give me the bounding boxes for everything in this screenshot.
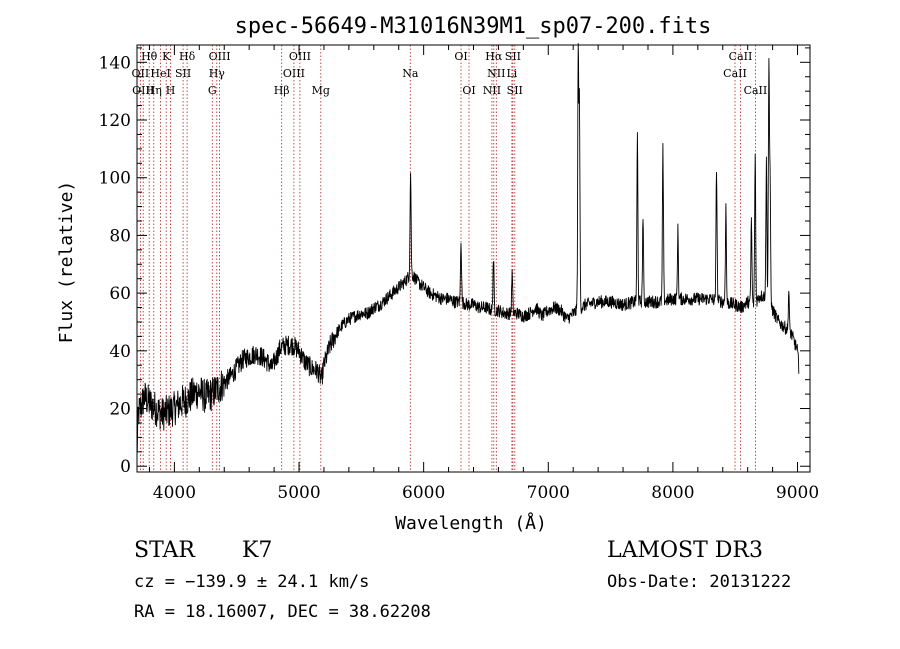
x-tick-label: 9000	[776, 483, 819, 503]
y-tick-label: 0	[120, 457, 131, 477]
spectral-line-label-6: Hα	[485, 50, 503, 63]
object-class: STAR	[134, 538, 195, 563]
spectral-line-label-22: Hβ	[274, 84, 290, 97]
y-tick-label: 80	[109, 226, 131, 246]
spectral-line-label-21: G	[208, 84, 217, 97]
y-tick-label: 140	[99, 53, 131, 73]
plot-axes: 4000 5000 6000 7000 8000 9000 0 20 40 60 80 100 120 1…	[99, 44, 819, 503]
sky-coordinates: RA = 18.16007, DEC = 38.62208	[134, 602, 431, 622]
spectral-line-label-12: Hγ	[209, 67, 226, 80]
spectral-line-label-8: CaII	[729, 50, 753, 63]
y-tick-label: 120	[99, 111, 131, 131]
x-tick-label: 6000	[402, 483, 445, 503]
spectral-line-label-26: SII	[507, 84, 523, 97]
spectral-line-label-23: Mg	[312, 84, 330, 97]
y-tick-label: 100	[99, 169, 131, 189]
y-tick-label: 60	[109, 284, 131, 304]
spectral-line-label-3: OIII	[209, 50, 231, 63]
spectrum-trace	[136, 43, 800, 452]
spectral-line-label-13: OIII	[283, 67, 305, 80]
x-tick-label: 5000	[277, 483, 320, 503]
spectral-line-label-2: Hδ	[179, 50, 196, 63]
spectral-line-label-14: Na	[402, 67, 419, 80]
spectrum-line	[136, 43, 800, 452]
y-tick-label: 20	[109, 400, 131, 420]
plot-frame	[136, 44, 811, 473]
spectral-line-label-24: OI	[462, 84, 475, 97]
spectral-line-label-20: H	[166, 84, 176, 97]
spectral-line-label-0: Hθ	[141, 50, 158, 63]
spectral-line-label-18: OIII	[132, 84, 154, 97]
spectral-line-label-16: Li	[506, 67, 517, 80]
spectral-line-label-25: NII	[483, 84, 501, 97]
observation-date: Obs-Date: 20131222	[607, 572, 792, 592]
redshift-velocity: cz = −139.9 ± 24.1 km/s	[134, 572, 370, 592]
spectral-line-label-15: NII	[487, 67, 505, 80]
spectral-line-label-5: OI	[454, 50, 467, 63]
spectral-subclass: K7	[242, 538, 273, 563]
spectral-line-label-10: HeI	[150, 67, 170, 80]
x-tick-label: 4000	[153, 483, 196, 503]
spectral-line-label-7: SII	[505, 50, 521, 63]
spectral-line-label-4: OIII	[289, 50, 311, 63]
spectral-line-label-27: CaII	[744, 84, 768, 97]
y-tick-label: 40	[109, 342, 131, 362]
survey-name: LAMOST DR3	[607, 538, 763, 563]
y-axis-label: Flux (relative)	[56, 181, 77, 344]
x-tick-label: 7000	[527, 483, 570, 503]
spectral-line-label-1: K	[162, 50, 171, 63]
spectral-line-label-19: Hη	[146, 84, 162, 97]
x-tick-label: 8000	[651, 483, 694, 503]
chart-title: spec-56649-M31016N39M1_sp07-200.fits	[235, 14, 712, 39]
spectral-line-label-17: CaII	[723, 67, 747, 80]
x-axis-label: Wavelength (Å)	[395, 512, 547, 534]
spectral-line-label-9: OII	[132, 67, 150, 80]
spectral-line-label-11: SII	[175, 67, 191, 80]
